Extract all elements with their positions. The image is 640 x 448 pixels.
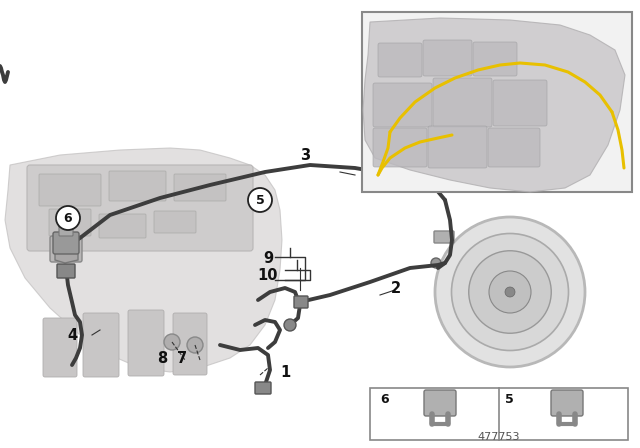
Text: 4: 4 bbox=[67, 327, 77, 343]
FancyBboxPatch shape bbox=[83, 313, 119, 377]
Text: 1: 1 bbox=[280, 365, 290, 379]
FancyBboxPatch shape bbox=[493, 80, 547, 126]
FancyBboxPatch shape bbox=[57, 264, 75, 278]
FancyBboxPatch shape bbox=[373, 83, 432, 127]
Polygon shape bbox=[55, 244, 78, 263]
Circle shape bbox=[489, 271, 531, 313]
FancyBboxPatch shape bbox=[49, 209, 91, 236]
Circle shape bbox=[248, 188, 272, 212]
Text: 9: 9 bbox=[263, 250, 273, 266]
Circle shape bbox=[468, 251, 551, 333]
FancyBboxPatch shape bbox=[43, 318, 77, 377]
FancyBboxPatch shape bbox=[53, 232, 79, 254]
FancyBboxPatch shape bbox=[173, 313, 207, 375]
FancyBboxPatch shape bbox=[50, 236, 82, 262]
FancyBboxPatch shape bbox=[174, 174, 226, 201]
FancyBboxPatch shape bbox=[423, 40, 472, 76]
Text: 5: 5 bbox=[505, 393, 514, 406]
Circle shape bbox=[505, 287, 515, 297]
FancyBboxPatch shape bbox=[428, 126, 487, 168]
Polygon shape bbox=[363, 18, 625, 192]
Text: 10: 10 bbox=[258, 267, 278, 283]
FancyBboxPatch shape bbox=[370, 388, 628, 440]
Text: 7: 7 bbox=[177, 350, 187, 366]
Circle shape bbox=[187, 337, 203, 353]
FancyBboxPatch shape bbox=[154, 211, 196, 233]
Polygon shape bbox=[5, 148, 282, 372]
FancyBboxPatch shape bbox=[424, 390, 456, 416]
Text: 3: 3 bbox=[300, 147, 310, 163]
FancyBboxPatch shape bbox=[99, 214, 146, 238]
FancyBboxPatch shape bbox=[109, 171, 166, 201]
FancyBboxPatch shape bbox=[378, 43, 422, 77]
Text: 5: 5 bbox=[255, 194, 264, 207]
Circle shape bbox=[451, 233, 568, 350]
Text: 2: 2 bbox=[391, 280, 401, 296]
Circle shape bbox=[435, 217, 585, 367]
Circle shape bbox=[164, 334, 180, 350]
FancyBboxPatch shape bbox=[434, 231, 454, 243]
FancyBboxPatch shape bbox=[128, 310, 164, 376]
Text: 477753: 477753 bbox=[477, 432, 520, 442]
FancyBboxPatch shape bbox=[551, 390, 583, 416]
FancyBboxPatch shape bbox=[294, 296, 308, 308]
Circle shape bbox=[431, 258, 441, 268]
Text: 6: 6 bbox=[64, 211, 72, 224]
Circle shape bbox=[56, 206, 80, 230]
Text: 8: 8 bbox=[157, 350, 167, 366]
FancyBboxPatch shape bbox=[59, 224, 73, 236]
Text: 6: 6 bbox=[380, 393, 388, 406]
FancyBboxPatch shape bbox=[433, 78, 492, 127]
FancyBboxPatch shape bbox=[39, 174, 101, 206]
FancyBboxPatch shape bbox=[362, 12, 632, 192]
FancyBboxPatch shape bbox=[373, 128, 427, 167]
FancyBboxPatch shape bbox=[255, 382, 271, 394]
FancyBboxPatch shape bbox=[27, 165, 253, 251]
Circle shape bbox=[284, 319, 296, 331]
FancyBboxPatch shape bbox=[488, 128, 540, 167]
FancyBboxPatch shape bbox=[473, 42, 517, 76]
